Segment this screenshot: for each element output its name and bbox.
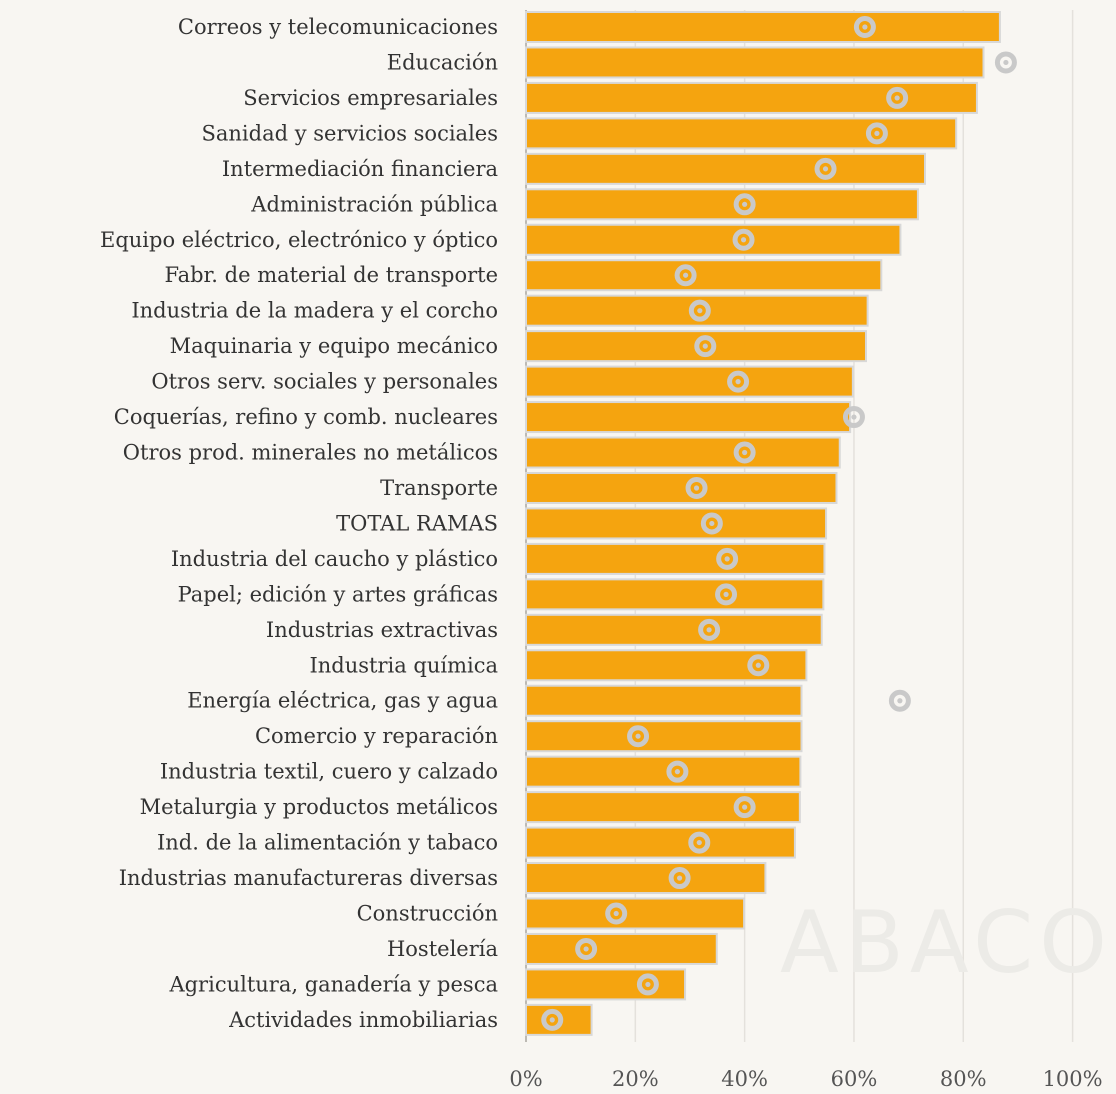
marker-point bbox=[694, 335, 717, 358]
x-tick-label: 60% bbox=[831, 1067, 878, 1091]
bar bbox=[525, 46, 985, 79]
category-label: Industria del caucho y plástico bbox=[171, 547, 498, 571]
bar bbox=[525, 365, 854, 398]
bar bbox=[525, 117, 958, 150]
marker-point bbox=[685, 476, 708, 499]
marker-point bbox=[888, 689, 911, 712]
category-label: Industria textil, cuero y calzado bbox=[160, 760, 498, 784]
category-label: Comercio y reparación bbox=[255, 724, 498, 748]
marker-point bbox=[814, 157, 837, 180]
bar bbox=[525, 436, 841, 469]
marker-point bbox=[733, 193, 756, 216]
bar-series bbox=[525, 11, 1001, 1036]
marker-point bbox=[853, 16, 876, 38]
category-label: Correos y telecomunicaciones bbox=[178, 15, 498, 39]
x-tick-label: 20% bbox=[612, 1067, 659, 1091]
marker-point bbox=[747, 654, 770, 677]
category-labels: Correos y telecomunicaciones Educación Ser… bbox=[100, 15, 498, 1032]
bar bbox=[525, 507, 828, 540]
category-label: Otros serv. sociales y personales bbox=[151, 370, 498, 394]
category-label: Hostelería bbox=[387, 937, 498, 961]
bar bbox=[525, 684, 803, 717]
category-label: Industrias manufactureras diversas bbox=[119, 866, 498, 890]
category-label: Equipo eléctrico, electrónico y óptico bbox=[100, 228, 498, 252]
category-label: Energía eléctrica, gas y agua bbox=[187, 689, 498, 713]
bar bbox=[525, 755, 802, 788]
x-tick-label: 0% bbox=[509, 1067, 542, 1091]
marker-point bbox=[732, 228, 755, 251]
marker-point bbox=[666, 760, 689, 783]
category-label: Intermediación financiera bbox=[222, 157, 498, 181]
bar bbox=[525, 578, 825, 611]
bar bbox=[525, 188, 919, 221]
bar bbox=[525, 613, 823, 646]
bar bbox=[525, 826, 796, 859]
category-label: Construcción bbox=[357, 902, 498, 926]
marker-point bbox=[698, 618, 721, 641]
marker-point bbox=[636, 973, 659, 996]
bar bbox=[525, 11, 1001, 43]
marker-point bbox=[541, 1008, 564, 1031]
marker-point bbox=[688, 831, 711, 854]
marker-point bbox=[674, 264, 697, 287]
marker-point bbox=[733, 796, 756, 819]
marker-point bbox=[865, 122, 888, 145]
marker-point bbox=[627, 725, 650, 748]
bar bbox=[525, 791, 801, 824]
category-label: Educación bbox=[387, 50, 498, 74]
marker-point bbox=[994, 51, 1017, 74]
x-tick-labels: 0% 20% 40% 60% 80% 100% bbox=[509, 1067, 1102, 1091]
marker-point bbox=[605, 902, 628, 925]
marker-point bbox=[715, 583, 738, 606]
marker-point bbox=[668, 867, 691, 890]
category-label: Fabr. de material de transporte bbox=[164, 263, 498, 287]
category-label: Sanidad y servicios sociales bbox=[201, 121, 498, 145]
x-tick-label: 80% bbox=[940, 1067, 987, 1091]
bar bbox=[525, 152, 927, 185]
category-label: Ind. de la alimentación y tabaco bbox=[157, 831, 498, 855]
bar bbox=[525, 223, 902, 256]
marker-point bbox=[842, 406, 865, 429]
category-label: Otros prod. minerales no metálicos bbox=[123, 441, 498, 465]
marker-point bbox=[700, 512, 723, 535]
x-tick-label: 40% bbox=[721, 1067, 768, 1091]
bar bbox=[525, 968, 687, 1001]
x-tick-label: 100% bbox=[1043, 1067, 1103, 1091]
category-label: Industria química bbox=[309, 653, 498, 677]
category-label: Agricultura, ganadería y pesca bbox=[168, 972, 498, 996]
category-label: Actividades inmobiliarias bbox=[228, 1008, 498, 1032]
marker-point bbox=[716, 547, 739, 570]
category-label: Coquerías, refino y comb. nucleares bbox=[114, 405, 498, 429]
bar bbox=[525, 471, 838, 504]
bar bbox=[525, 401, 852, 434]
bar bbox=[525, 862, 767, 895]
marker-point bbox=[575, 937, 598, 960]
marker-point bbox=[886, 86, 909, 109]
category-label: Transporte bbox=[380, 476, 498, 500]
category-label: TOTAL RAMAS bbox=[336, 511, 498, 535]
category-label: Administración pública bbox=[250, 192, 498, 216]
bar bbox=[525, 932, 718, 965]
category-label: Industria de la madera y el corcho bbox=[131, 299, 498, 323]
bar bbox=[525, 720, 803, 753]
bar bbox=[525, 259, 883, 292]
category-label: Papel; edición y artes gráficas bbox=[178, 582, 498, 606]
bar bbox=[525, 897, 746, 930]
marker-point bbox=[733, 441, 756, 464]
category-label: Maquinaria y equipo mecánico bbox=[170, 334, 498, 358]
bar bbox=[525, 81, 978, 114]
category-label: Metalurgia y productos metálicos bbox=[140, 795, 498, 819]
watermark: ABACO bbox=[780, 893, 1113, 993]
marker-series bbox=[541, 16, 1017, 1031]
category-label: Servicios empresariales bbox=[243, 86, 498, 110]
marker-point bbox=[727, 370, 750, 393]
bar bbox=[525, 542, 826, 575]
category-label: Industrias extractivas bbox=[266, 618, 498, 642]
marker-point bbox=[688, 299, 711, 322]
